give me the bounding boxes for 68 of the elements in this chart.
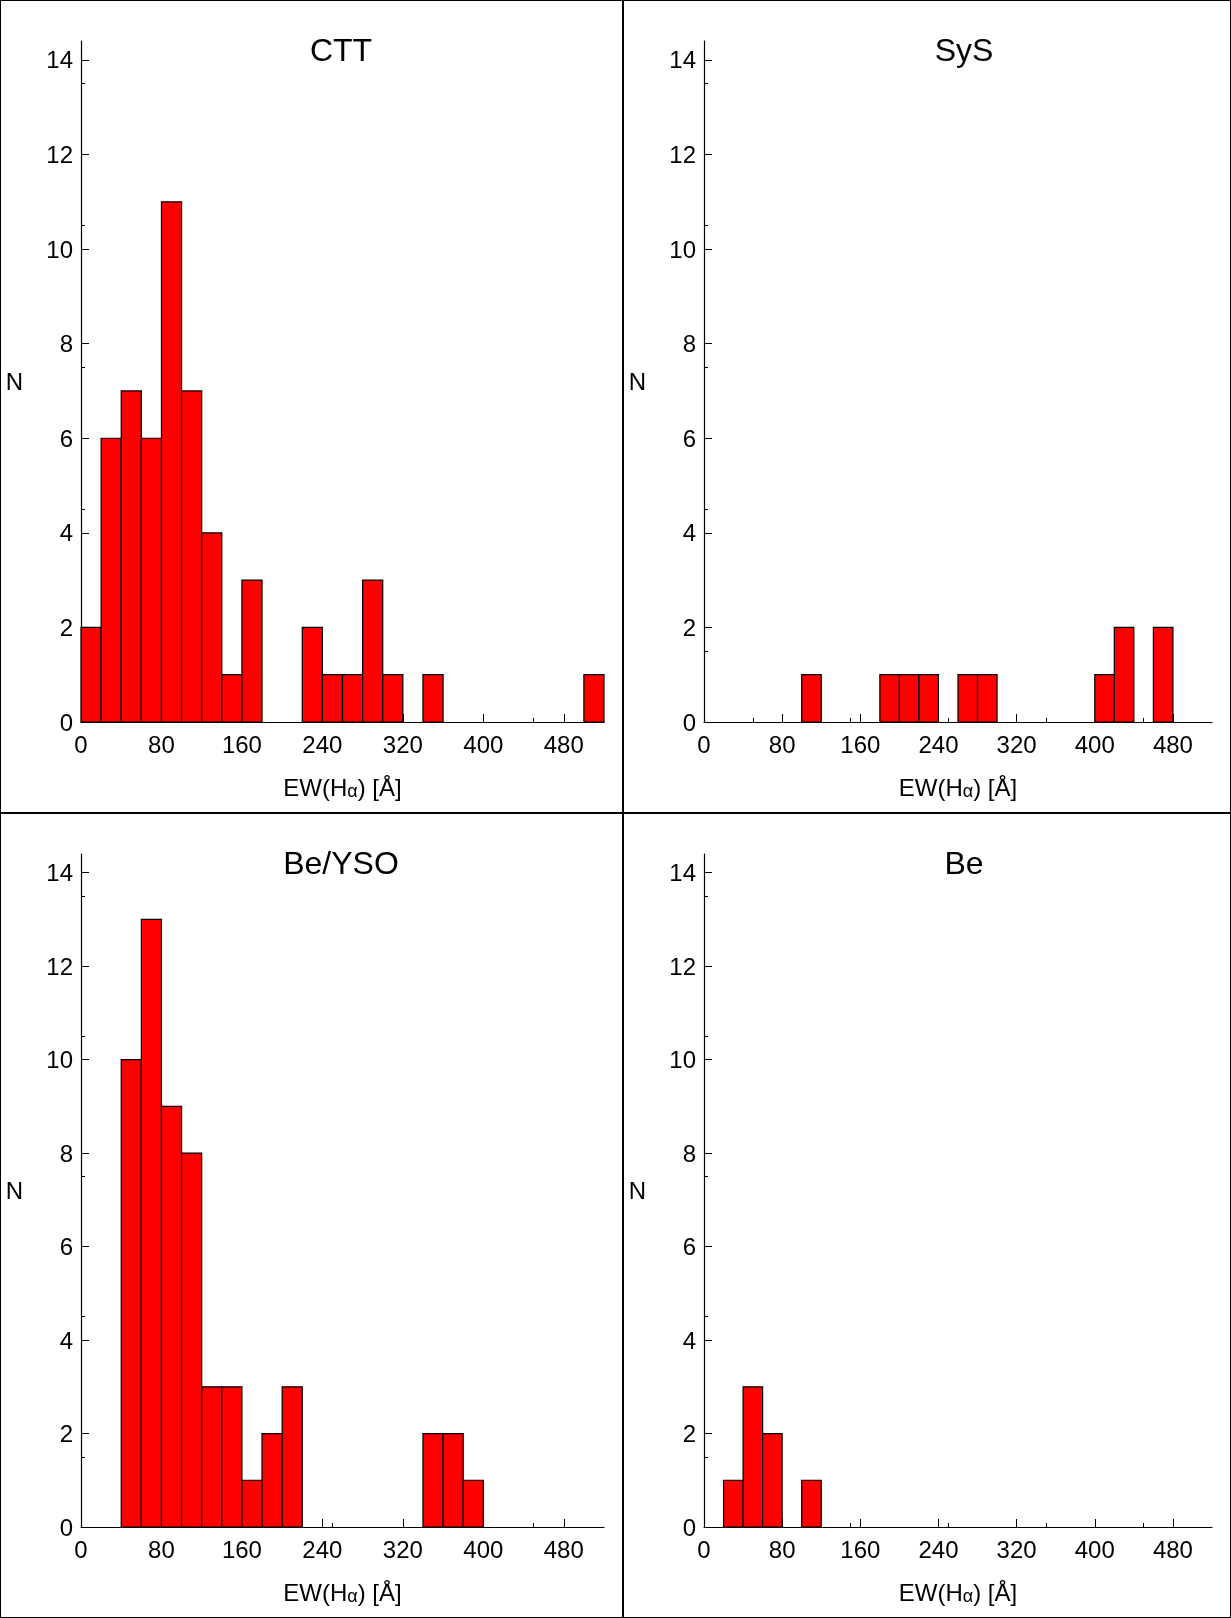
- y-axis-title: N: [628, 368, 646, 395]
- y-tick-label: 6: [682, 1233, 696, 1261]
- y-tick-label: 4: [682, 519, 696, 547]
- y-tick-label: 4: [59, 519, 73, 547]
- x-tick-label: 480: [543, 730, 584, 758]
- y-tick-label: 14: [46, 859, 73, 887]
- x-tick-label: 400: [463, 1535, 504, 1563]
- x-tick-label: 80: [148, 730, 175, 758]
- x-tick-label: 480: [1152, 730, 1193, 758]
- y-tick-label: 12: [46, 952, 73, 980]
- y-tick-label: 12: [669, 141, 696, 168]
- y-tick-label: 12: [669, 952, 696, 980]
- x-tick-label: 320: [382, 1535, 423, 1563]
- x-tick-label: 320: [996, 1535, 1037, 1563]
- y-tick-label: 10: [669, 235, 696, 263]
- y-axis-title: N: [5, 1177, 23, 1204]
- x-tick-label: 480: [1152, 1535, 1193, 1563]
- x-tick-label: 400: [1074, 730, 1115, 758]
- x-tick-label: 320: [996, 730, 1037, 758]
- chart-title: SyS: [934, 32, 994, 68]
- y-tick-label: 8: [682, 1139, 696, 1167]
- x-tick-label: 480: [543, 1535, 584, 1563]
- y-axis-title: N: [5, 368, 23, 395]
- y-tick-label: 6: [59, 424, 73, 452]
- y-tick-label: 0: [682, 1513, 696, 1541]
- y-tick-label: 8: [682, 330, 696, 358]
- y-tick-label: 6: [59, 1233, 73, 1261]
- x-tick-label: 160: [221, 1535, 262, 1563]
- x-tick-label: 160: [840, 730, 881, 758]
- y-tick-label: 10: [46, 1046, 73, 1074]
- y-tick-label: 12: [46, 141, 73, 168]
- x-tick-label: 320: [382, 730, 423, 758]
- y-tick-label: 10: [669, 1046, 696, 1074]
- x-axis-title: EW(Hα) [Å]: [898, 1578, 1018, 1606]
- x-tick-label: 80: [768, 1535, 796, 1563]
- x-axis-title: EW(Hα) [Å]: [283, 1578, 402, 1606]
- y-tick-label: 8: [59, 330, 73, 358]
- y-tick-label: 14: [669, 859, 696, 887]
- x-tick-label: 80: [148, 1535, 175, 1563]
- y-tick-label: 8: [59, 1139, 73, 1167]
- chart-title: CTT: [309, 32, 373, 68]
- x-tick-label: 80: [768, 730, 796, 758]
- y-tick-label: 14: [46, 46, 73, 74]
- y-tick-label: 0: [59, 708, 73, 736]
- chart-title: Be: [944, 845, 984, 881]
- x-axis-title: EW(Hα) [Å]: [283, 773, 402, 801]
- x-tick-label: 400: [463, 730, 504, 758]
- x-tick-label: 160: [221, 730, 262, 758]
- chart-title: Be/YSO: [283, 845, 399, 881]
- y-tick-label: 2: [59, 1420, 73, 1448]
- y-tick-label: 4: [59, 1326, 73, 1354]
- y-tick-label: 0: [682, 708, 696, 736]
- x-axis-title: EW(Hα) [Å]: [898, 773, 1018, 801]
- x-tick-label: 240: [918, 730, 959, 758]
- y-axis-title: N: [628, 1177, 646, 1204]
- y-tick-label: 10: [46, 235, 73, 263]
- y-tick-label: 0: [59, 1513, 73, 1541]
- y-tick-label: 2: [59, 613, 73, 641]
- y-tick-label: 6: [682, 424, 696, 452]
- x-tick-label: 240: [918, 1535, 959, 1563]
- y-tick-label: 2: [682, 1420, 696, 1448]
- y-tick-label: 14: [669, 46, 696, 74]
- x-tick-label: 240: [302, 730, 343, 758]
- x-tick-label: 400: [1074, 1535, 1115, 1563]
- x-tick-label: 240: [302, 1535, 343, 1563]
- y-tick-label: 2: [682, 613, 696, 641]
- y-tick-label: 4: [682, 1326, 696, 1354]
- x-tick-label: 160: [840, 1535, 881, 1563]
